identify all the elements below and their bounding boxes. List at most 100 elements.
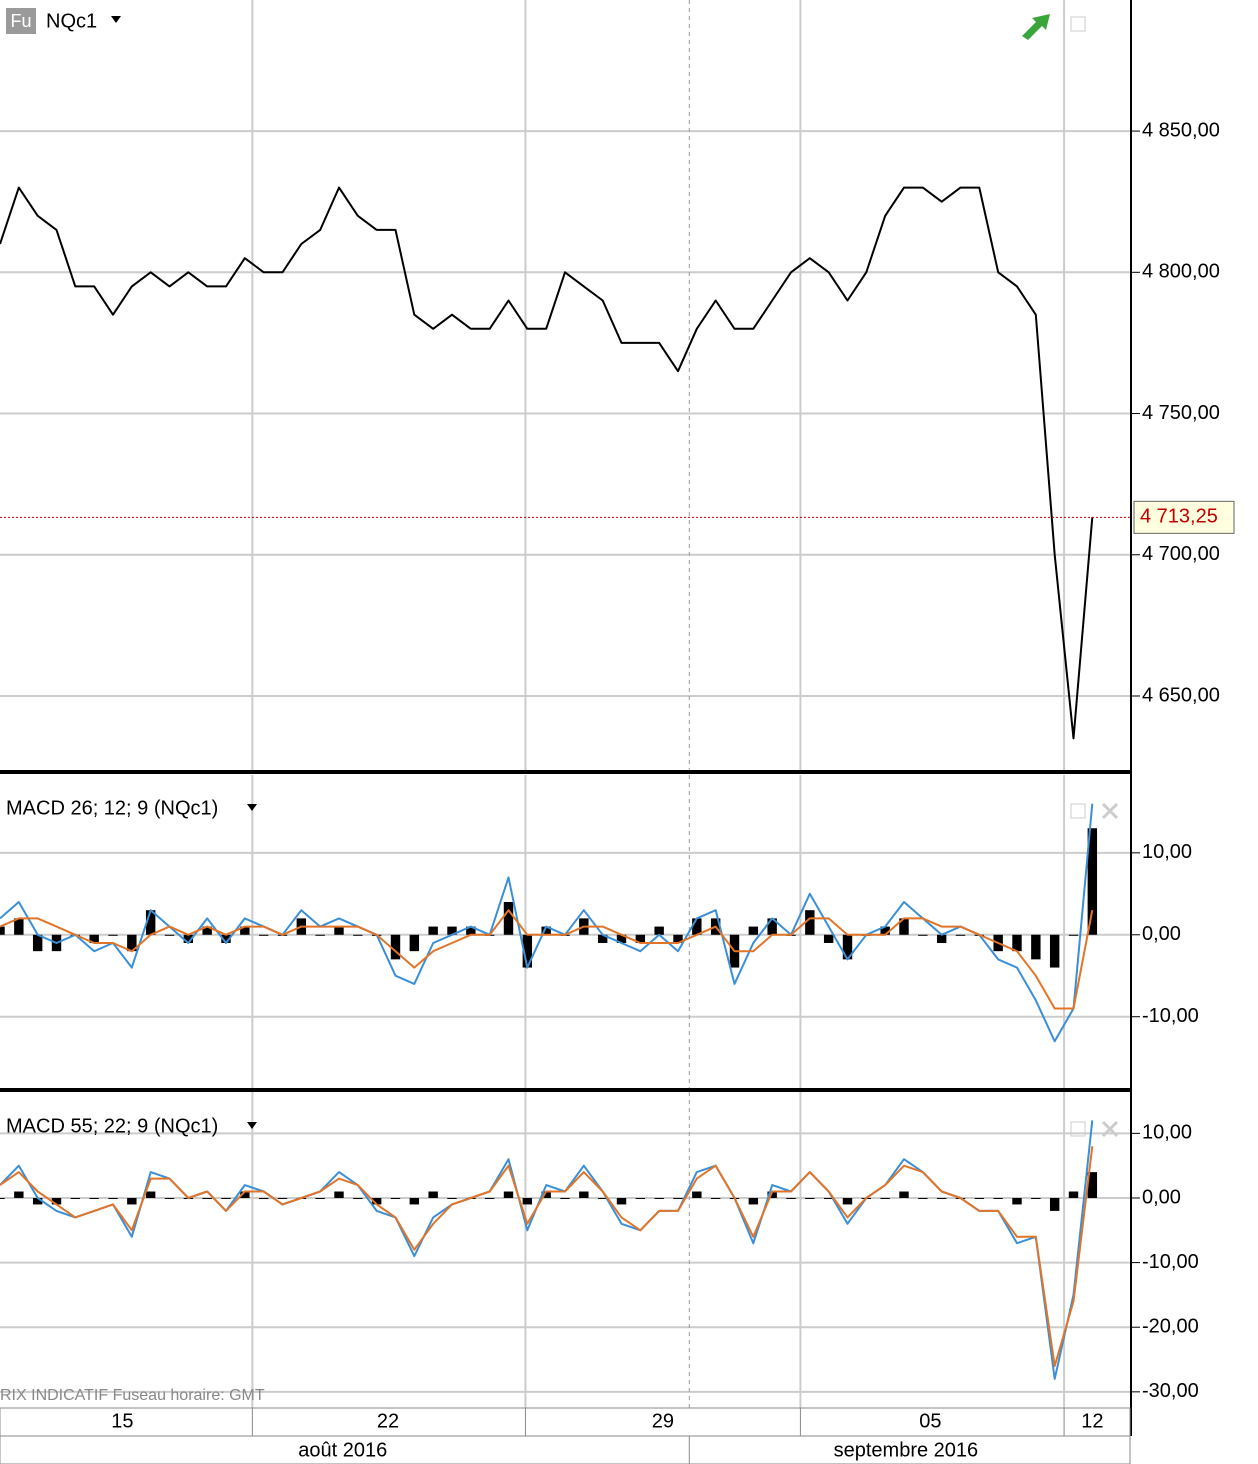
histogram-bar — [805, 1197, 815, 1199]
y-tick-label: -10,00 — [1142, 1251, 1199, 1273]
window-icon[interactable] — [1070, 803, 1086, 819]
histogram-bar — [579, 1191, 589, 1198]
dropdown[interactable] — [111, 16, 121, 23]
histogram-bar — [1087, 828, 1098, 935]
close-icon[interactable] — [1101, 1120, 1119, 1138]
dropdown[interactable] — [247, 804, 257, 811]
month-label: septembre 2016 — [834, 1439, 979, 1461]
histogram-bar — [89, 934, 99, 943]
histogram-bar — [484, 1197, 495, 1199]
histogram-bar — [936, 1197, 947, 1199]
histogram-bar — [447, 1197, 457, 1199]
histogram-bar — [353, 1197, 363, 1199]
histogram-bar — [1049, 934, 1060, 968]
x-tick-label: 12 — [1081, 1410, 1103, 1432]
histogram-bar — [334, 926, 344, 935]
histogram-bar — [315, 1197, 325, 1199]
histogram-bar — [89, 1197, 99, 1199]
histogram-bar — [880, 926, 890, 935]
histogram-bar — [503, 902, 514, 935]
histogram-bar — [428, 926, 438, 935]
histogram-bar — [635, 1197, 646, 1199]
histogram-bar — [258, 934, 269, 936]
series-line — [0, 909, 1094, 1010]
window-icon[interactable] — [1070, 1121, 1086, 1137]
histogram-bar — [692, 918, 702, 935]
histogram-bar — [541, 1191, 551, 1198]
histogram-bar — [127, 934, 137, 952]
chart-title[interactable]: NQc1 — [46, 10, 97, 32]
histogram-bar — [503, 1191, 514, 1198]
histogram-bar — [654, 926, 664, 935]
histogram-bar — [0, 926, 5, 935]
badge-text: Fu — [10, 11, 31, 31]
histogram-bar — [447, 926, 457, 935]
histogram-bar — [673, 934, 683, 943]
histogram-bar — [899, 1191, 909, 1198]
histogram-bar — [32, 934, 43, 952]
histogram-bar — [353, 934, 363, 936]
histogram-bar — [1012, 1197, 1022, 1205]
histogram-bar — [70, 1197, 81, 1199]
trend-icon[interactable] — [1022, 14, 1050, 40]
histogram-bar — [842, 934, 853, 960]
y-tick-label: 10,00 — [1142, 841, 1192, 863]
histogram-bar — [1087, 1172, 1098, 1198]
y-tick-label: 4 850,00 — [1142, 119, 1220, 141]
footer: RIX INDICATIF Fuseau horaire: GMT — [0, 1387, 265, 1404]
histogram-bar — [974, 1197, 985, 1199]
histogram-bar — [918, 1197, 928, 1199]
histogram-bar — [993, 1197, 1003, 1199]
histogram-bar — [221, 1197, 231, 1199]
month-label: août 2016 — [298, 1439, 387, 1461]
y-tick-label: 10,00 — [1142, 1122, 1192, 1144]
histogram-bar — [805, 910, 815, 935]
histogram-bar — [823, 934, 834, 943]
y-tick-label: 4 750,00 — [1142, 402, 1220, 424]
x-tick-label: 22 — [377, 1410, 399, 1432]
histogram-bar — [767, 1191, 777, 1198]
histogram-bar — [1031, 934, 1041, 960]
histogram-bar — [616, 1197, 627, 1205]
close-icon[interactable] — [1101, 802, 1119, 820]
panel-title[interactable]: MACD 26; 12; 9 (NQc1) — [6, 797, 218, 819]
histogram-bar — [409, 934, 420, 952]
histogram-bar — [409, 1197, 420, 1205]
histogram-bar — [183, 934, 194, 943]
series-line — [0, 1146, 1094, 1367]
window-icon[interactable] — [1070, 16, 1086, 32]
histogram-bar — [32, 1197, 43, 1205]
histogram-bar — [918, 934, 928, 936]
series-line — [0, 803, 1094, 1043]
histogram-bar — [108, 934, 118, 936]
histogram-bar — [371, 1197, 382, 1205]
y-tick-label: -20,00 — [1142, 1316, 1199, 1338]
histogram-bar — [1031, 1197, 1041, 1199]
dropdown[interactable] — [247, 1122, 257, 1129]
histogram-bar — [541, 926, 551, 935]
histogram-bar — [1012, 934, 1022, 952]
histogram-bar — [0, 1197, 5, 1199]
histogram-bar — [127, 1197, 137, 1205]
histogram-bar — [108, 1197, 118, 1199]
histogram-bar — [14, 1191, 24, 1198]
last-price-label: 4 713,25 — [1140, 506, 1218, 528]
histogram-bar — [240, 926, 250, 935]
histogram-bar — [277, 1197, 288, 1199]
series-line — [0, 186, 1094, 740]
histogram-bar — [899, 918, 909, 935]
x-tick-label: 05 — [919, 1410, 941, 1432]
histogram-bar — [936, 934, 947, 943]
histogram-bar — [823, 1197, 834, 1199]
histogram-bar — [315, 934, 325, 936]
histogram-bar — [748, 1197, 759, 1205]
y-tick-label: -10,00 — [1142, 1005, 1199, 1027]
histogram-bar — [258, 1197, 269, 1199]
x-tick-label: 29 — [652, 1410, 674, 1432]
panel-title[interactable]: MACD 55; 22; 9 (NQc1) — [6, 1115, 218, 1137]
histogram-bar — [221, 934, 231, 943]
histogram-bar — [654, 1197, 664, 1199]
